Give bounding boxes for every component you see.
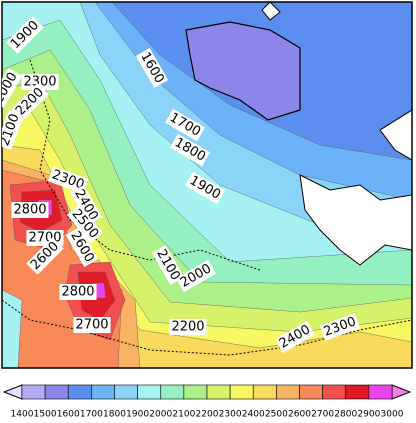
contour-label: 2300 bbox=[21, 74, 59, 90]
colorbar-box bbox=[206, 384, 231, 400]
colorbar-over bbox=[391, 384, 412, 400]
colorbar-box bbox=[44, 384, 69, 400]
label-background bbox=[21, 74, 59, 90]
colorbar-box bbox=[137, 384, 162, 400]
label-background bbox=[47, 166, 89, 194]
colorbar-label: 2200 bbox=[196, 410, 219, 420]
coastline bbox=[185, 21, 301, 121]
colorbar-label: 2100 bbox=[172, 410, 195, 420]
label-background bbox=[69, 184, 103, 226]
contour-label-text: 2800 bbox=[13, 203, 46, 218]
contour-band bbox=[2, 289, 23, 368]
colorbar-under bbox=[2, 384, 23, 400]
colorbar-box bbox=[229, 384, 254, 400]
colorbar-box bbox=[91, 384, 115, 400]
colorbar-box bbox=[114, 384, 138, 400]
label-background bbox=[184, 171, 226, 205]
label-background bbox=[59, 284, 97, 300]
label-background bbox=[2, 67, 23, 109]
colorbar-box bbox=[252, 384, 277, 400]
contour-label: 2700 bbox=[73, 317, 111, 333]
contour-label-text: 2300 bbox=[23, 75, 56, 90]
colorbar-box bbox=[160, 384, 185, 400]
label-background bbox=[65, 226, 99, 268]
border bbox=[2, 299, 412, 356]
label-background bbox=[66, 204, 104, 244]
label-background bbox=[169, 319, 207, 335]
colorbar-label: 2800 bbox=[334, 410, 357, 420]
contour-label: 2800 bbox=[59, 284, 97, 300]
colorbar-box bbox=[67, 384, 92, 400]
colorbar: 1400 1500 1600 1700 1800 1900 2000 2100 2200 2300… bbox=[2, 384, 412, 420]
colorbar-box bbox=[345, 384, 370, 400]
label-background bbox=[73, 317, 111, 333]
land bbox=[299, 174, 412, 266]
label-background bbox=[169, 133, 211, 167]
label-background bbox=[2, 109, 24, 151]
colorbar-label: 1500 bbox=[34, 410, 57, 420]
label-background bbox=[11, 202, 49, 218]
colorbar-label: 2900 bbox=[357, 410, 380, 420]
contour-label-text: 2800 bbox=[61, 285, 94, 300]
colorbar-box bbox=[322, 384, 347, 400]
label-background bbox=[274, 320, 316, 354]
colorbar-label: 2300 bbox=[219, 410, 242, 420]
label-background bbox=[175, 259, 217, 293]
colorbar-label: 2500 bbox=[265, 410, 288, 420]
colorbar-label: 1800 bbox=[103, 410, 126, 420]
colorbar-box bbox=[299, 384, 323, 400]
colorbar-label: 2400 bbox=[242, 410, 265, 420]
label-background bbox=[26, 237, 64, 275]
frame bbox=[1, 1, 413, 369]
label-background bbox=[319, 313, 361, 341]
colorbar-label: 1600 bbox=[57, 410, 80, 420]
land bbox=[379, 109, 412, 161]
label-background bbox=[151, 244, 185, 286]
label-background bbox=[164, 108, 206, 142]
colorbar-label: 1400 bbox=[11, 410, 34, 420]
colorbar-label: 2000 bbox=[149, 410, 172, 420]
colorbar-box bbox=[21, 384, 46, 400]
colorbar-label: 1900 bbox=[126, 410, 149, 420]
contour-label: 2200 bbox=[169, 319, 207, 335]
contour-label: 2800 bbox=[11, 202, 49, 218]
land bbox=[261, 2, 281, 21]
contour-label-text: 2700 bbox=[75, 318, 108, 333]
colorbar-label: 1700 bbox=[80, 410, 103, 420]
label-background bbox=[135, 47, 169, 89]
contour-label-text: 2200 bbox=[171, 320, 204, 335]
map bbox=[2, 2, 412, 368]
colorbar-box bbox=[183, 384, 208, 400]
colorbar-label: 2600 bbox=[288, 410, 311, 420]
colorbar-box bbox=[276, 384, 300, 400]
label-background bbox=[11, 83, 49, 121]
colorbar-label: 2700 bbox=[311, 410, 334, 420]
colorbar-box bbox=[368, 384, 393, 400]
colorbar-label: 3000 bbox=[381, 410, 404, 420]
label-background bbox=[6, 16, 44, 54]
